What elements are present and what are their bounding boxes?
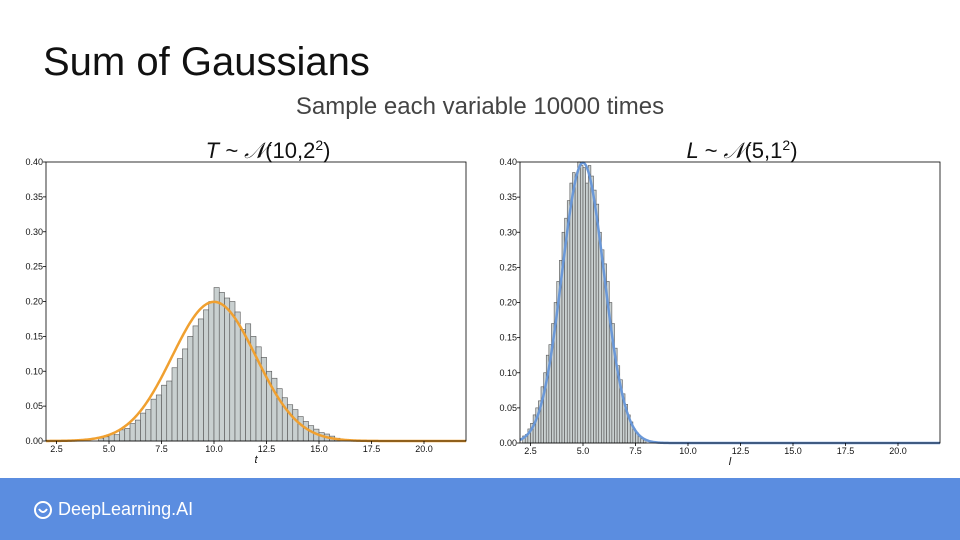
histogram-bar xyxy=(197,318,204,442)
histogram-bar xyxy=(595,203,600,444)
histogram-bar xyxy=(574,175,579,444)
y-tick-label: 0.25 xyxy=(499,262,517,272)
histogram-bar xyxy=(572,172,576,444)
histogram-bar xyxy=(585,182,589,444)
chart-title: T ~ 𝒩(10,22) xyxy=(206,137,331,163)
histogram-bar xyxy=(582,167,586,444)
y-tick-label: 0.00 xyxy=(499,438,517,448)
histogram-bar xyxy=(119,429,126,442)
histogram-bar xyxy=(577,161,581,444)
histogram-bar xyxy=(218,292,225,442)
x-tick-label: 10.0 xyxy=(679,446,697,456)
histogram-bar xyxy=(140,412,147,442)
histogram-bar xyxy=(590,175,594,444)
x-tick-label: 12.5 xyxy=(258,444,276,454)
x-tick-label: 20.0 xyxy=(889,446,907,456)
chart-l-distribution: L ~ 𝒩(5,12) 0.00 0.05 0.10 0.15 0.20 0.25 0.30 0… xyxy=(499,137,941,468)
histogram-bar xyxy=(166,380,173,442)
histogram-bar xyxy=(234,311,241,442)
x-tick-label: 2.5 xyxy=(50,444,63,454)
x-tick-label: 20.0 xyxy=(415,444,433,454)
histogram-bar xyxy=(145,409,152,442)
x-tick-label: 10.0 xyxy=(205,444,223,454)
y-tick-label: 0.10 xyxy=(25,366,43,376)
x-tick-label: 17.5 xyxy=(363,444,381,454)
y-tick-label: 0.20 xyxy=(25,297,43,307)
slide-subtitle: Sample each variable 10000 times xyxy=(295,93,665,120)
brand-logo[interactable]: DeepLearning.AI xyxy=(34,499,193,520)
footer-bar xyxy=(0,478,960,540)
x-tick-label: 17.5 xyxy=(837,446,855,456)
y-tick-label: 0.05 xyxy=(499,403,517,413)
histogram-bar xyxy=(208,301,215,442)
histogram-bar xyxy=(176,358,183,442)
y-tick-label: 0.35 xyxy=(499,192,517,202)
histogram-bar xyxy=(292,409,299,442)
histogram-bar xyxy=(171,367,178,442)
histogram-bar xyxy=(187,336,194,442)
x-tick-label: 7.5 xyxy=(629,446,642,456)
chart-t-distribution: T ~ 𝒩(10,22) 0.00 0.05 0.10 0.15 0.20 0.25 0.30… xyxy=(25,137,467,466)
slide-title: Sum of Gaussians xyxy=(43,40,370,84)
histogram-bar xyxy=(150,398,157,442)
histogram-bar xyxy=(229,301,236,442)
histogram-bar xyxy=(155,394,162,442)
histogram-bar xyxy=(182,348,189,442)
y-tick-label: 0.20 xyxy=(499,298,517,308)
x-tick-label: 12.5 xyxy=(732,446,750,456)
histogram-bar xyxy=(569,182,573,444)
x-tick-label: 2.5 xyxy=(524,446,537,456)
brand-name: DeepLearning.AI xyxy=(58,499,194,519)
histogram-bar xyxy=(587,165,592,444)
y-tick-label: 0.25 xyxy=(25,262,43,272)
histogram-bar xyxy=(161,384,168,442)
y-tick-label: 0.00 xyxy=(25,436,43,446)
histogram-bar xyxy=(224,297,231,442)
y-tick-label: 0.15 xyxy=(25,331,43,341)
histogram-bar xyxy=(580,165,584,444)
histogram-bar xyxy=(213,287,220,442)
y-tick-label: 0.30 xyxy=(25,227,43,237)
x-tick-label: 5.0 xyxy=(103,444,116,454)
chart-title: L ~ 𝒩(5,12) xyxy=(686,137,797,163)
histogram-bar xyxy=(239,329,246,442)
histogram-bar xyxy=(113,434,120,442)
y-tick-label: 0.10 xyxy=(499,368,517,378)
x-tick-label: 15.0 xyxy=(784,446,802,456)
histogram-bar xyxy=(192,325,199,442)
y-tick-label: 0.05 xyxy=(25,401,43,411)
histogram-bar xyxy=(297,416,304,442)
y-tick-label: 0.40 xyxy=(25,157,43,167)
histogram-bar xyxy=(598,231,602,444)
histogram-bar xyxy=(129,423,136,442)
histogram-bar xyxy=(593,189,597,444)
histogram-bar xyxy=(302,421,309,442)
histogram-bar xyxy=(203,309,210,442)
x-tick-label: 15.0 xyxy=(310,444,328,454)
charts-canvas: T ~ 𝒩(10,22) 0.00 0.05 0.10 0.15 0.20 0.25 0.30… xyxy=(25,137,941,468)
y-tick-label: 0.30 xyxy=(499,227,517,237)
x-axis-label: l xyxy=(729,456,732,468)
histogram-bar xyxy=(134,419,141,442)
deeplearning-logo-icon xyxy=(34,500,52,519)
x-axis-label: t xyxy=(254,454,258,466)
y-tick-label: 0.40 xyxy=(499,157,517,167)
y-tick-label: 0.35 xyxy=(25,192,43,202)
y-tick-label: 0.15 xyxy=(499,333,517,343)
x-tick-label: 7.5 xyxy=(155,444,168,454)
histogram-bar xyxy=(124,428,131,442)
x-tick-label: 5.0 xyxy=(577,446,590,456)
